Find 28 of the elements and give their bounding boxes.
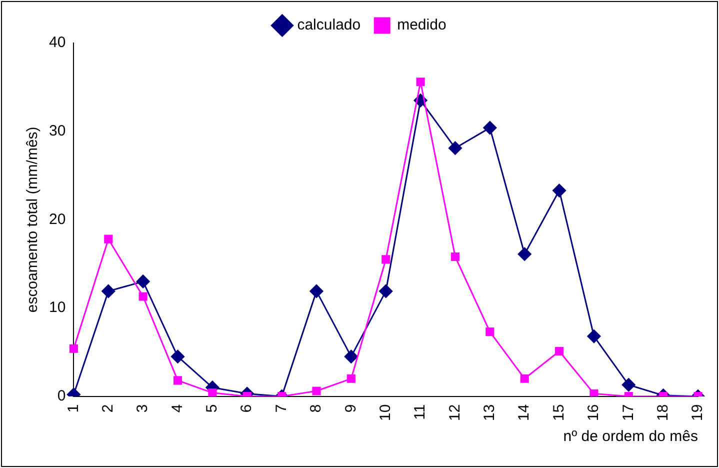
x-tick-label: 15: [550, 404, 568, 422]
y-tick-label: 40: [48, 34, 66, 52]
legend-label: calculado: [297, 16, 361, 34]
x-tick-label: 9: [342, 404, 360, 413]
x-tick-label: 11: [412, 404, 429, 420]
y-tick-label: 20: [48, 210, 66, 228]
x-tick-label: 8: [308, 404, 325, 413]
x-tick-label: 2: [100, 404, 117, 413]
x-tick-label: 5: [204, 404, 221, 413]
y-tick-label: 30: [48, 122, 66, 140]
x-tick-label: 10: [376, 404, 394, 422]
x-tick-label: 16: [585, 404, 602, 422]
x-tick-label: 6: [238, 404, 256, 413]
x-tick-label: 4: [168, 404, 186, 413]
x-tick-label: 1: [64, 404, 82, 413]
x-tick-label: 13: [481, 404, 498, 422]
x-tick-label: 17: [620, 404, 637, 422]
x-tick-label: 3: [134, 404, 152, 413]
x-tick-label: 7: [272, 404, 290, 413]
y-tick-label: 10: [48, 299, 66, 316]
y-axis-title: escoamento total (mm/mês): [24, 126, 42, 313]
x-tick-label: 18: [654, 404, 672, 422]
x-tick-label: 14: [516, 404, 533, 422]
x-tick-label: 19: [689, 404, 706, 422]
x-axis-title: nº de ordem do mês: [563, 428, 698, 446]
x-tick-label: 12: [446, 404, 464, 422]
y-tick-label: 0: [57, 387, 66, 404]
legend-label: medido: [397, 16, 446, 34]
